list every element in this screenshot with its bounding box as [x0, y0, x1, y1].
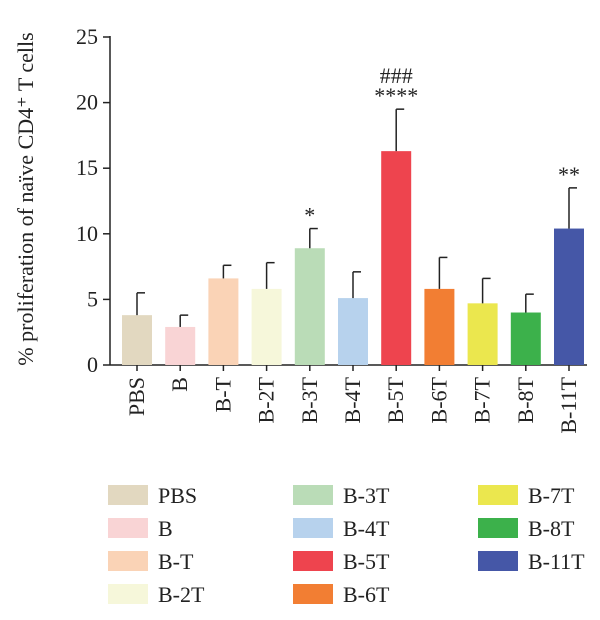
- legend-label-2: B-T: [158, 549, 194, 574]
- significance-label-2-0: **: [558, 162, 580, 187]
- x-tick-label-5: B-4T: [340, 376, 365, 423]
- legend-label-7: B-6T: [343, 582, 390, 607]
- legend-label-10: B-11T: [528, 549, 585, 574]
- legend-label-3: B-2T: [158, 582, 205, 607]
- legend-swatch-1: [108, 518, 148, 538]
- legend-swatch-10: [478, 551, 518, 571]
- significance-label-0-0: *: [304, 203, 315, 228]
- legend-swatch-5: [293, 518, 333, 538]
- legend-label-6: B-5T: [343, 549, 390, 574]
- legend-swatch-4: [293, 485, 333, 505]
- legend-swatch-3: [108, 584, 148, 604]
- bar-10: [554, 228, 584, 365]
- bar-6: [381, 151, 412, 365]
- legend-swatch-2: [108, 551, 148, 571]
- x-tick-label-0: PBS: [124, 377, 149, 416]
- y-tick-label-4: 20: [76, 90, 98, 115]
- chart-labels: PBS B B-T B-2T B-3T B-4T B-5T B-6T B-7T B-8T B-11T…: [124, 63, 581, 433]
- x-tick-label-4: B-3T: [297, 376, 322, 423]
- legend-label-9: B-8T: [528, 516, 575, 541]
- legend-swatch-0: [108, 485, 148, 505]
- chart-bars: [122, 108, 584, 365]
- bar-9: [510, 312, 541, 365]
- x-tick-label-2: B-T: [210, 376, 235, 412]
- bar-8: [467, 303, 498, 365]
- bar-3: [251, 288, 282, 365]
- y-tick-label-1: 5: [87, 286, 98, 311]
- y-tick-label-5: 25: [76, 24, 98, 49]
- x-tick-label-1: B: [167, 377, 192, 392]
- legend-swatch-9: [478, 518, 518, 538]
- legend-label-5: B-4T: [343, 516, 390, 541]
- legend-swatch-7: [293, 584, 333, 604]
- x-tick-label-7: B-6T: [426, 376, 451, 423]
- bar-4: [294, 248, 325, 365]
- x-tick-label-3: B-2T: [254, 376, 279, 423]
- legend-swatch-8: [478, 485, 518, 505]
- x-tick-label-9: B-8T: [513, 376, 538, 423]
- y-tick-label-0: 0: [87, 352, 98, 377]
- x-tick-label-6: B-5T: [383, 376, 408, 423]
- legend-swatch-6: [293, 551, 333, 571]
- x-tick-label-10: B-11T: [556, 376, 581, 433]
- significance-label-1-0: ###: [380, 63, 413, 88]
- chart-legend: PBS B B-T B-2T B-3T B-4T B-5T B-6T B-7T B-8T B-11T: [108, 483, 585, 607]
- significance-label-1-1: ****: [374, 83, 418, 108]
- legend-label-0: PBS: [158, 483, 197, 508]
- bar-0: [122, 315, 152, 365]
- chart-axes: 0 5 10 15 20 25 % proliferation of naïve CD4⁺ …: [13, 24, 587, 377]
- y-axis-label: % proliferation of naïve CD4⁺ T cells: [13, 32, 38, 365]
- legend-label-1: B: [158, 516, 173, 541]
- bar-1: [165, 326, 196, 365]
- y-tick-label-3: 15: [76, 155, 98, 180]
- bar-7: [424, 288, 455, 365]
- legend-label-4: B-3T: [343, 483, 390, 508]
- legend-label-8: B-7T: [528, 483, 575, 508]
- y-tick-label-2: 10: [76, 221, 98, 246]
- bar-5: [338, 298, 368, 365]
- x-tick-label-8: B-7T: [470, 376, 495, 423]
- bar-2: [208, 278, 239, 365]
